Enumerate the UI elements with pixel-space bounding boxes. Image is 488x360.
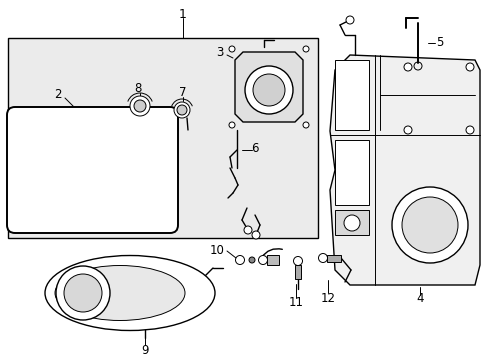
Circle shape [258,256,267,265]
Bar [266,255,279,265]
Circle shape [403,126,411,134]
Ellipse shape [55,266,184,320]
Circle shape [391,187,467,263]
Circle shape [244,66,292,114]
Circle shape [177,105,186,115]
Text: 1: 1 [179,8,186,21]
Text: 12: 12 [320,292,335,305]
Circle shape [318,253,327,262]
Polygon shape [235,52,303,122]
Circle shape [56,266,110,320]
Circle shape [403,63,411,71]
Circle shape [228,46,235,52]
Circle shape [465,126,473,134]
Circle shape [248,257,254,263]
Circle shape [75,107,85,117]
Circle shape [130,96,150,116]
Text: 8: 8 [134,82,142,95]
Bar [8,38,317,238]
Bar [334,140,368,205]
Circle shape [252,74,285,106]
Text: 9: 9 [141,343,148,356]
Text: 2: 2 [54,89,61,102]
Bar [334,210,368,235]
Text: 6: 6 [251,141,258,154]
Circle shape [303,122,308,128]
Circle shape [251,231,260,239]
Circle shape [174,102,190,118]
Bar [326,255,340,262]
Text: 10: 10 [210,243,224,256]
Circle shape [343,215,359,231]
Circle shape [228,122,235,128]
Circle shape [134,100,146,112]
Text: 11: 11 [288,297,303,310]
Text: 5: 5 [435,36,443,49]
Ellipse shape [45,256,215,330]
Polygon shape [329,55,479,285]
FancyBboxPatch shape [7,107,178,233]
Text: 3: 3 [216,46,223,59]
Circle shape [346,16,353,24]
Circle shape [465,63,473,71]
Circle shape [401,197,457,253]
Circle shape [64,274,102,312]
Text: 4: 4 [415,292,423,306]
Circle shape [235,256,244,265]
Text: 7: 7 [179,86,186,99]
Circle shape [293,256,302,266]
Bar [334,60,368,130]
Circle shape [303,46,308,52]
Circle shape [244,226,251,234]
Bar [294,265,301,279]
